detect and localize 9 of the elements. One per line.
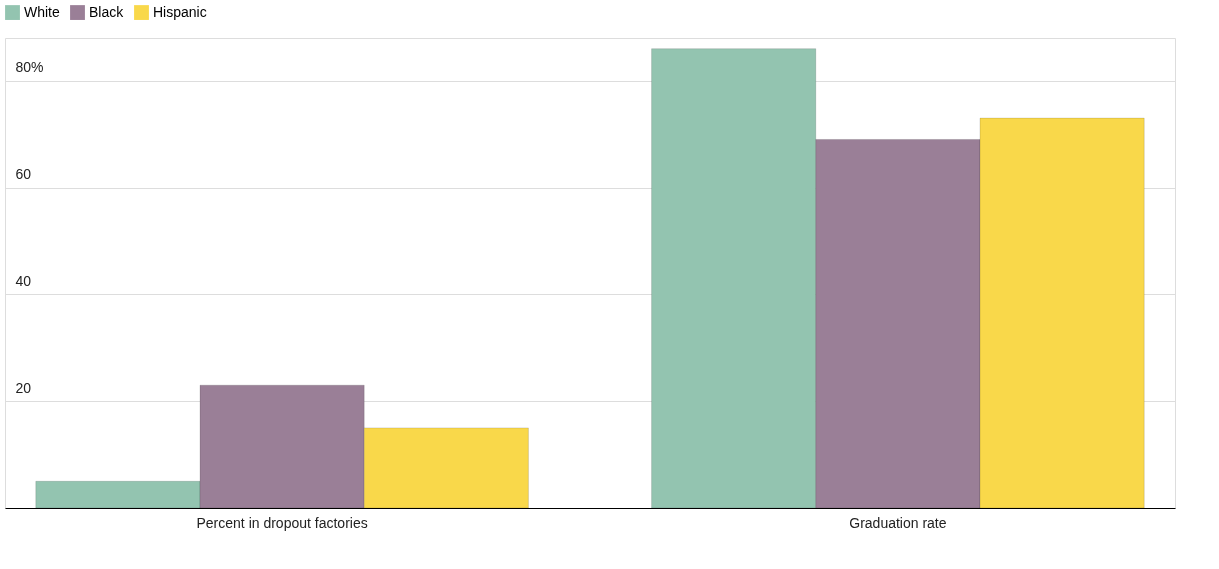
y-tick-label: 60 — [15, 166, 32, 183]
y-tick-label: 40 — [15, 272, 32, 289]
y-tick-label: 20 — [15, 379, 32, 396]
legend-label: Black — [89, 3, 125, 20]
x-tick-label: Graduation rate — [849, 514, 947, 531]
x-tick-label: Percent in dropout factories — [196, 514, 368, 531]
legend-label: Hispanic — [153, 3, 207, 20]
legend-label: White — [24, 3, 60, 20]
y-tick-label: 80% — [15, 59, 44, 76]
